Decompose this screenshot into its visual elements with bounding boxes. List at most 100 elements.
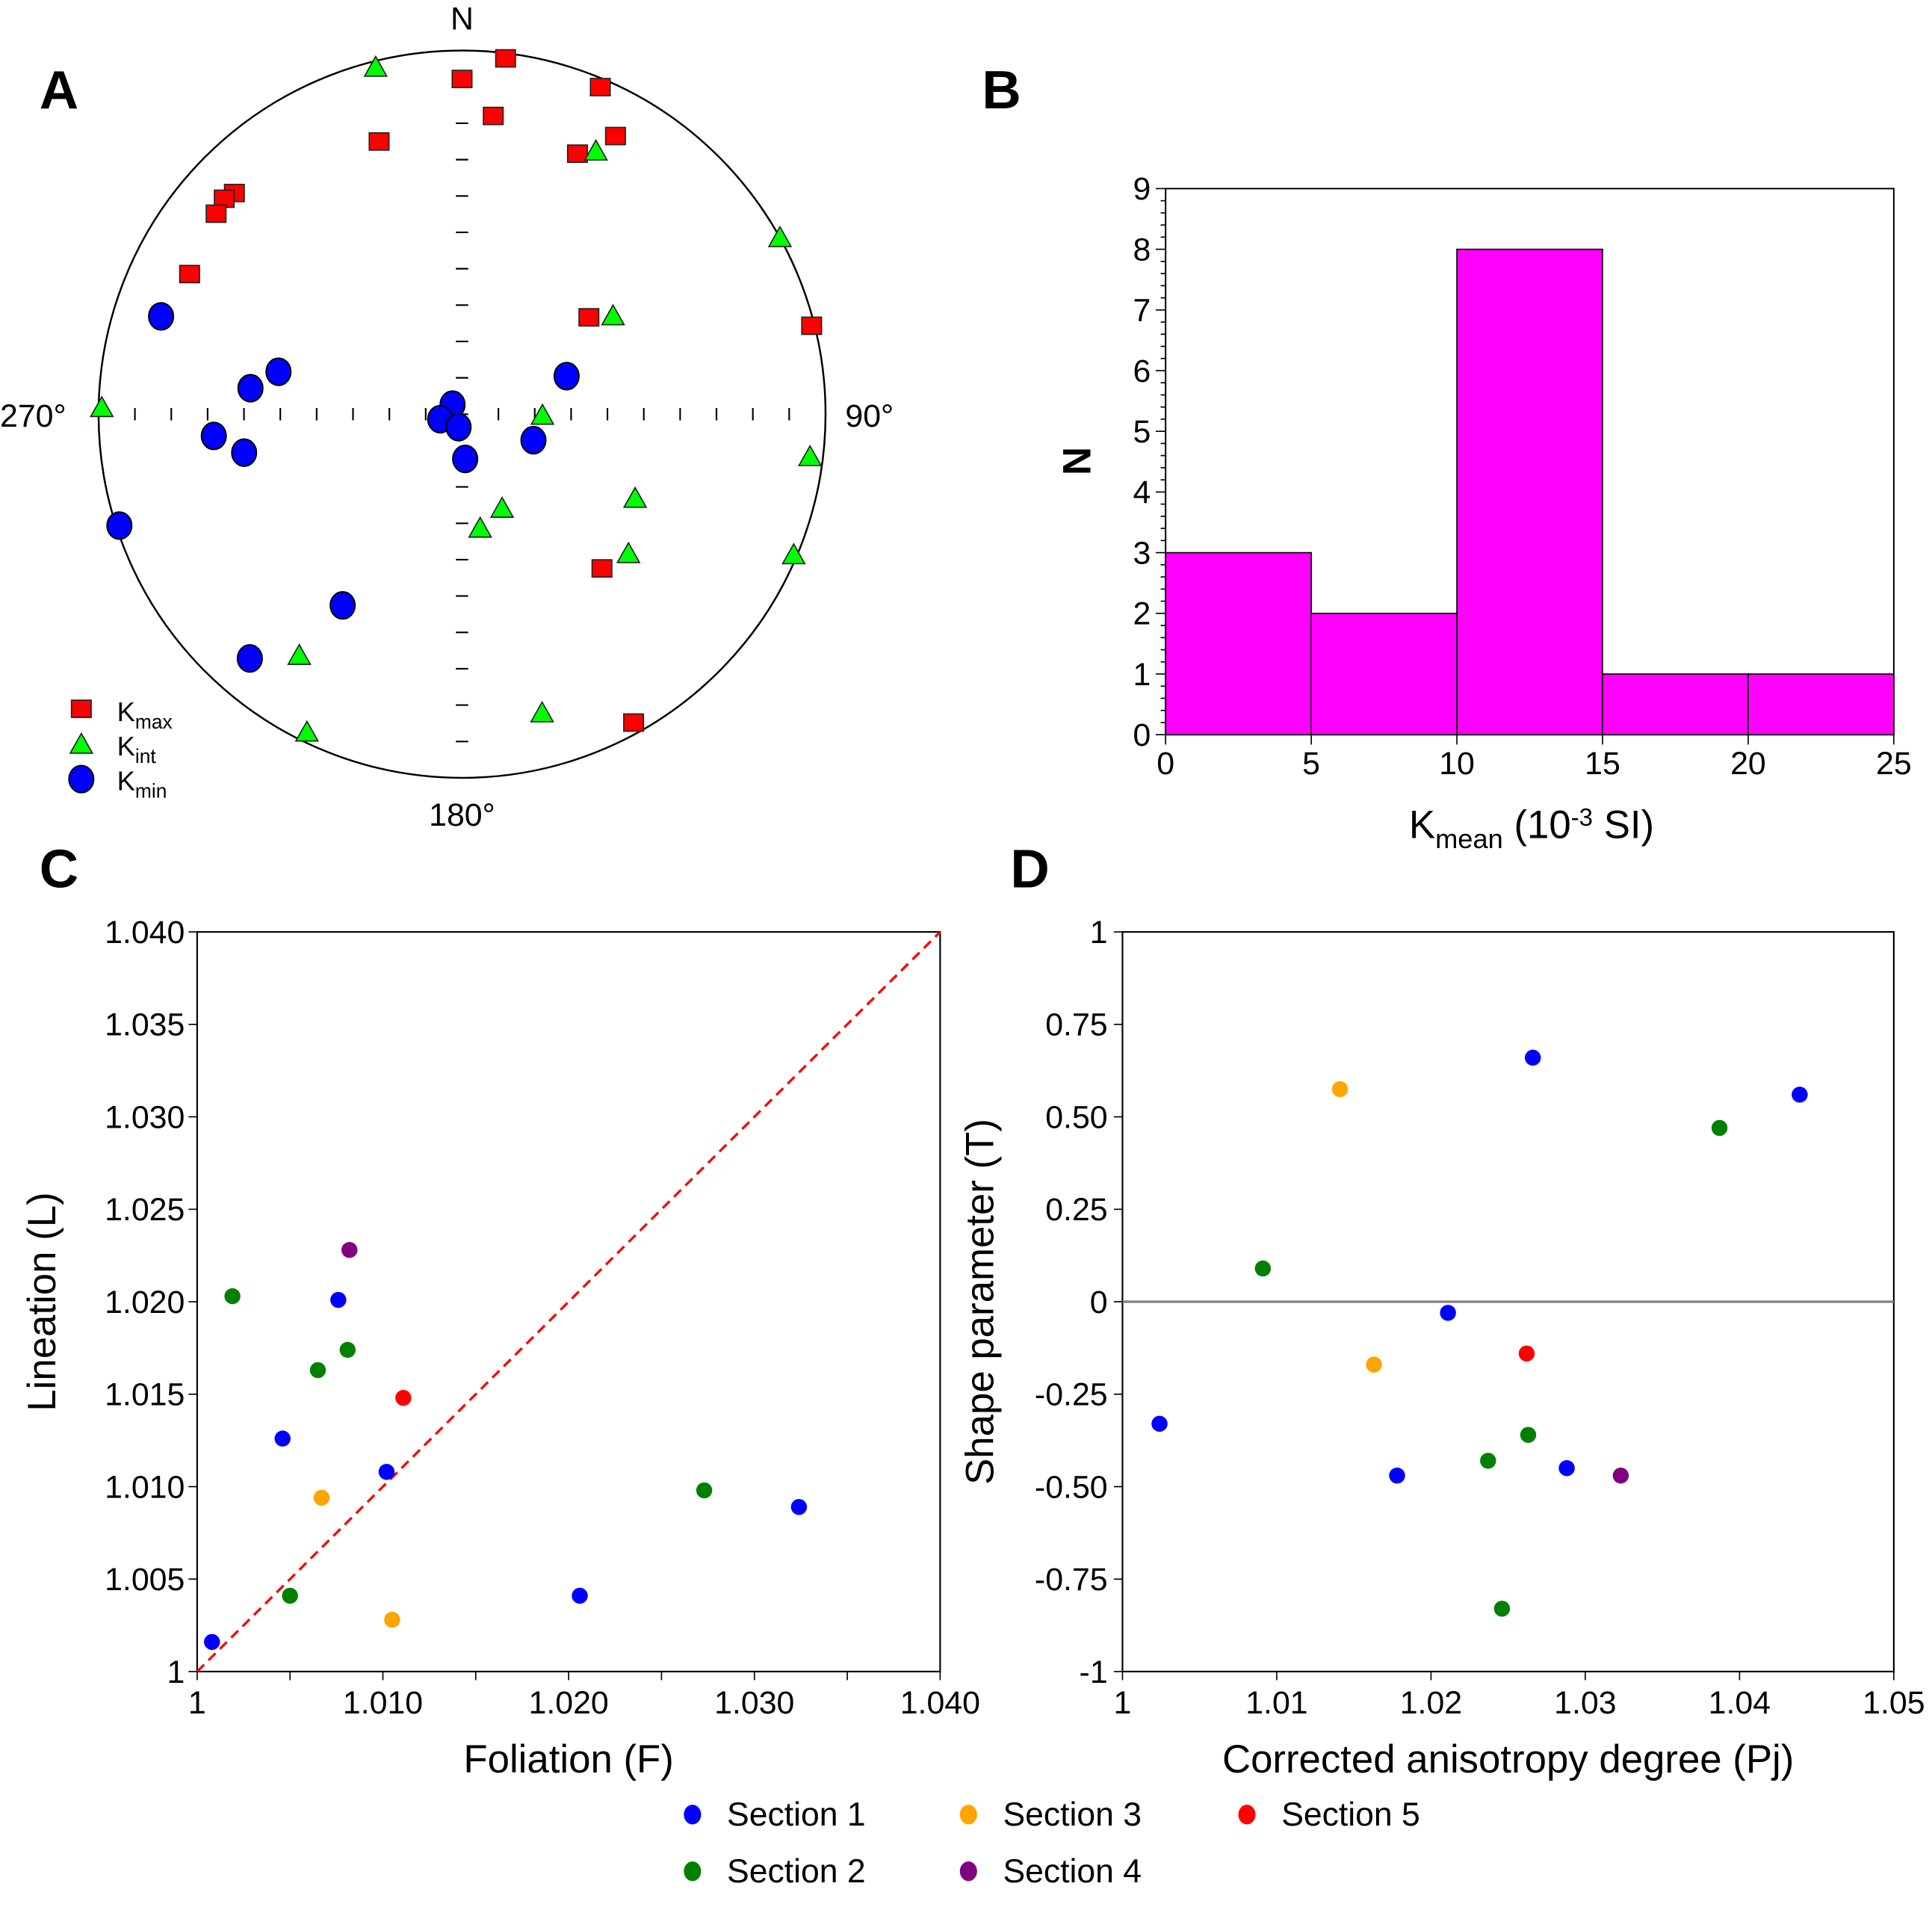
y-tick-label: 4 [1133,475,1151,510]
legend-marker-kmax [70,699,92,718]
histogram-bar [1456,248,1603,736]
reference-1to1-line [196,930,941,1673]
x-tick-label: 5 [1302,746,1320,782]
kint-point [294,720,320,742]
kmax-point [604,126,626,146]
series-kint [90,55,823,742]
kmin-point [148,302,175,331]
panel-label-a: A [40,60,78,120]
y-tick-label: 0.50 [1045,1099,1107,1135]
south-label: 180° [429,797,495,833]
x-tick-label: 1.03 [1554,1685,1616,1721]
y-tick-label: 0 [1133,717,1151,753]
legend-label-section-1: Section 1 [727,1796,866,1833]
y-tick-label: -1 [1080,1654,1108,1690]
legend-marker-section-3 [959,1805,977,1825]
kmax-point [589,78,611,96]
legend-label-kint: Kint [117,731,157,767]
kint-point [781,543,806,565]
y-tick-label: 1 [1090,915,1108,951]
y-tick-label: 1.035 [105,1007,185,1043]
kint-point [489,496,515,518]
data-point-section-1 [572,1587,588,1604]
kint-point [622,486,648,508]
kint-point [287,643,312,665]
x-tick-label: 1.040 [900,1685,980,1721]
x-tick-label: 20 [1730,746,1766,782]
y-axis-title: Shape parameter (T) [958,1119,1002,1485]
kmin-point [231,438,258,467]
y-tick-label: 1.030 [105,1099,185,1135]
data-point-section-2 [224,1288,241,1305]
data-point-section-5 [1518,1345,1535,1362]
data-point-section-1 [330,1291,347,1308]
data-point-section-1 [1440,1305,1456,1321]
panel-label-c: C [40,839,78,900]
series-kmax [179,49,823,732]
panel-c-scatter: C 1 1.010 1.020 1.030 1.040 1 1.005 1.010 1.015 1… [20,839,980,1781]
data-point-section-1 [1524,1049,1541,1066]
kmin-point [236,644,263,673]
x-tick-label: 15 [1585,746,1620,782]
kint-point [583,139,608,161]
series-kmin [106,302,580,673]
data-point-section-2 [1520,1427,1537,1443]
histogram-bar [1310,612,1458,736]
y-tick-label: -0.75 [1035,1562,1108,1598]
legend-label-kmax: Kmax [117,696,173,733]
east-label: 90° [845,398,894,434]
histogram-bar [1602,673,1749,736]
y-tick-label: -0.25 [1035,1377,1108,1413]
legend-marker-kint [69,732,94,754]
legend-label-section-5: Section 5 [1281,1796,1420,1833]
y-tick-label: 7 [1133,293,1151,329]
kmin-point [106,511,133,540]
y-tick-label: 1.005 [105,1562,185,1598]
x-axis-title: Corrected anisotropy degree (Pj) [1222,1737,1794,1781]
data-point-section-1 [1792,1087,1808,1103]
kmax-point [495,49,516,68]
kint-point [797,444,823,466]
legend-marker-section-1 [684,1805,702,1825]
histogram-bar [1165,551,1312,736]
data-point-section-2 [1480,1453,1496,1469]
y-tick-label: 1.020 [105,1285,185,1320]
kmax-point [483,106,504,126]
kmax-point [578,308,600,327]
kint-point [530,403,555,425]
data-point-section-2 [339,1341,356,1359]
y-tick-label: 1.025 [105,1192,185,1228]
kmin-point [452,444,479,474]
y-tick-label: 0.75 [1045,1007,1107,1043]
kint-point [601,303,625,326]
data-point-section-3 [1366,1356,1382,1373]
section-legend: Section 1 Section 2 Section 3 Section 4 Sect… [684,1796,1420,1890]
kmax-point [179,265,200,284]
y-tick-label: 0.25 [1045,1192,1107,1228]
kmin-point [520,425,547,455]
legend-label-section-2: Section 2 [727,1853,866,1890]
y-tick-label: 1.040 [105,915,185,951]
y-tick-label: 9 [1133,171,1151,207]
kmin-point [237,374,264,403]
kint-point [616,541,641,563]
data-point-section-1 [790,1498,808,1515]
kmin-point [329,590,356,620]
data-point-section-2 [282,1587,298,1604]
data-point-section-2 [1254,1260,1272,1277]
y-tick-label: 1 [1133,657,1151,693]
kmax-point [205,204,227,223]
y-tick-label: 1.010 [105,1469,185,1505]
data-point-section-1 [204,1634,220,1651]
histogram-bar [1747,673,1895,736]
kint-point [767,225,793,247]
kmin-point [200,421,227,451]
x-tick-label: 25 [1876,746,1912,782]
data-point-section-1 [1151,1415,1168,1432]
x-tick-label: 10 [1439,746,1475,782]
data-point-section-1 [274,1430,291,1447]
legend-marker-kmin [68,764,95,794]
west-label: 270° [0,398,66,434]
